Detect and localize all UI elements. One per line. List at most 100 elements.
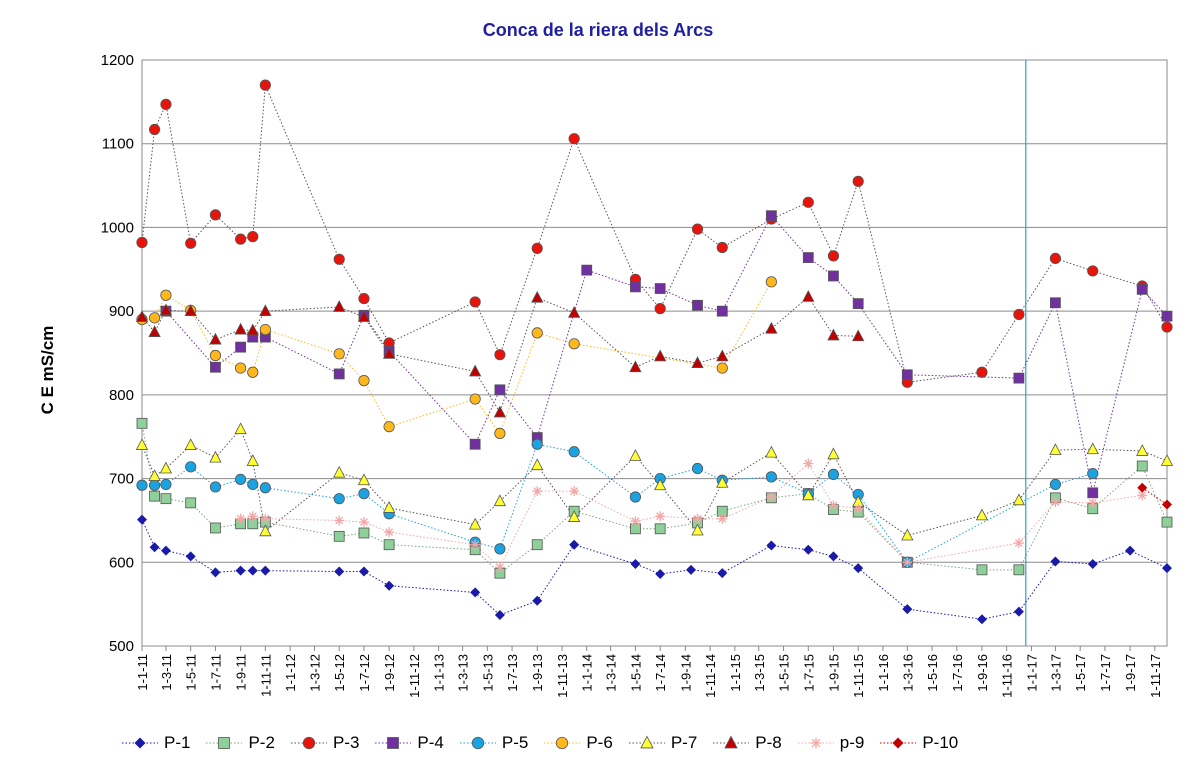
data-point-p-2 — [149, 490, 160, 502]
series-line-p-5 — [142, 443, 1093, 563]
data-point-p-1 — [384, 580, 395, 591]
y-tick-labels: 500 600 700 800 900 1000 1100 1200 — [101, 52, 134, 655]
series-line-p-7 — [141, 428, 1168, 537]
data-point-p-6 — [148, 312, 161, 324]
data-point-p-5 — [185, 461, 197, 473]
data-point-p-8 — [234, 322, 247, 335]
data-point-p-4 — [1050, 297, 1061, 309]
data-point-p-3 — [160, 98, 172, 110]
data-point-p-7 — [135, 438, 149, 450]
data-point-p-7 — [493, 494, 507, 507]
data-point-p-2 — [531, 539, 543, 551]
y-tick-label: 1000 — [101, 219, 134, 236]
data-point-p-1 — [569, 539, 580, 550]
data-point-p-5 — [1087, 467, 1099, 480]
data-point-p-1 — [1125, 545, 1136, 556]
data-point-p-7 — [716, 475, 729, 488]
x-tick-label: 1-11-14 — [703, 654, 718, 698]
x-tick-labels: 1-1-11 1-3-11 1-5-11 1-7-11 1-9-11 1-11-11 1-1… — [135, 654, 1163, 698]
data-point-p-6 — [494, 427, 506, 439]
legend-marker — [724, 735, 738, 749]
series-markers-p-6 — [136, 276, 777, 439]
gridlines — [141, 59, 1168, 651]
series-markers-p-8 — [135, 290, 865, 418]
data-point-p-8 — [493, 405, 507, 418]
data-point-p-3 — [568, 133, 580, 145]
data-point-p-5 — [531, 438, 543, 450]
legend-label: P-4 — [417, 733, 444, 752]
data-point-p-3 — [1013, 308, 1025, 321]
data-point-p-7 — [333, 465, 346, 478]
x-tick-label: 1-7-11 — [208, 654, 223, 691]
data-point-p-6 — [209, 349, 222, 362]
legend-swatch — [459, 736, 496, 750]
data-point-p-9 — [902, 557, 913, 568]
x-tick-label: 1-1-13 — [432, 654, 447, 692]
series-line-p-1 — [141, 519, 1168, 620]
data-point-p-9 — [766, 491, 777, 502]
x-tick-label: 1-1-15 — [728, 654, 743, 692]
data-point-p-1 — [532, 595, 543, 606]
data-point-p-9 — [655, 511, 666, 522]
x-tick-label: 1-3-13 — [456, 654, 471, 692]
data-point-p-9 — [853, 503, 864, 514]
x-tick-label: 1-3-14 — [604, 654, 619, 692]
data-point-p-5 — [358, 488, 370, 500]
chart-title: Conca de la riera dels Arcs — [482, 20, 714, 40]
data-point-p-6 — [235, 362, 247, 374]
legend: P-1 P-2 P-3 P-4 P-5 P-6 P-7 P-8 p-9 P-10 — [120, 733, 972, 753]
data-point-p-4 — [901, 369, 913, 381]
data-point-p-5 — [765, 471, 777, 483]
x-tick-label: 1-11-16 — [1000, 654, 1015, 698]
data-point-p-2 — [185, 497, 197, 509]
legend-label: P-1 — [164, 733, 191, 752]
data-point-p-1 — [717, 568, 728, 579]
data-point-p-9 — [1050, 497, 1061, 508]
data-point-p-7 — [901, 528, 914, 541]
x-tick-label: 1-1-16 — [876, 654, 891, 692]
legend-swatch — [290, 736, 327, 750]
data-point-p-7 — [184, 438, 197, 450]
data-point-p-6 — [469, 393, 481, 405]
data-point-p-6 — [716, 362, 728, 374]
data-point-p-7 — [629, 449, 642, 461]
legend-swatch — [880, 737, 917, 749]
data-point-p-9 — [235, 513, 246, 524]
data-point-p-5 — [827, 468, 840, 480]
legend-item-p-2: P-2 — [204, 733, 275, 753]
data-point-p-1 — [358, 566, 369, 577]
series-markers-p-3 — [136, 79, 1173, 388]
y-tick-label: 500 — [109, 638, 134, 655]
data-point-p-6 — [531, 327, 543, 339]
data-point-p-7 — [382, 501, 396, 513]
legend-marker — [471, 736, 484, 750]
data-point-p-8 — [209, 332, 222, 345]
data-point-p-4 — [765, 210, 777, 222]
data-point-p-8 — [654, 349, 667, 362]
data-point-p-1 — [185, 551, 196, 562]
data-point-p-2 — [1161, 516, 1173, 528]
data-point-p-3 — [469, 296, 481, 308]
data-point-p-10 — [1162, 499, 1172, 510]
data-point-p-1 — [902, 604, 913, 615]
x-tick-label: 1-1-11 — [135, 654, 150, 691]
legend-marker — [640, 735, 654, 749]
data-point-p-9 — [494, 562, 505, 573]
data-point-p-3 — [209, 209, 222, 221]
series-lines — [141, 84, 1168, 620]
y-tick-label: 1200 — [101, 52, 134, 69]
data-point-p-7 — [159, 461, 173, 474]
data-point-p-4 — [1087, 487, 1099, 499]
legend-marker — [892, 737, 904, 749]
legend-swatch — [797, 737, 834, 749]
data-point-p-7 — [1012, 493, 1026, 506]
data-point-p-3 — [1049, 252, 1062, 265]
data-point-p-4 — [692, 299, 703, 311]
data-point-p-7 — [234, 422, 247, 435]
data-point-p-3 — [247, 231, 259, 243]
x-tick-label: 1-7-15 — [801, 654, 816, 692]
series-line-p-8 — [141, 296, 859, 414]
data-point-p-1 — [494, 610, 505, 621]
data-point-p-4 — [852, 298, 864, 310]
